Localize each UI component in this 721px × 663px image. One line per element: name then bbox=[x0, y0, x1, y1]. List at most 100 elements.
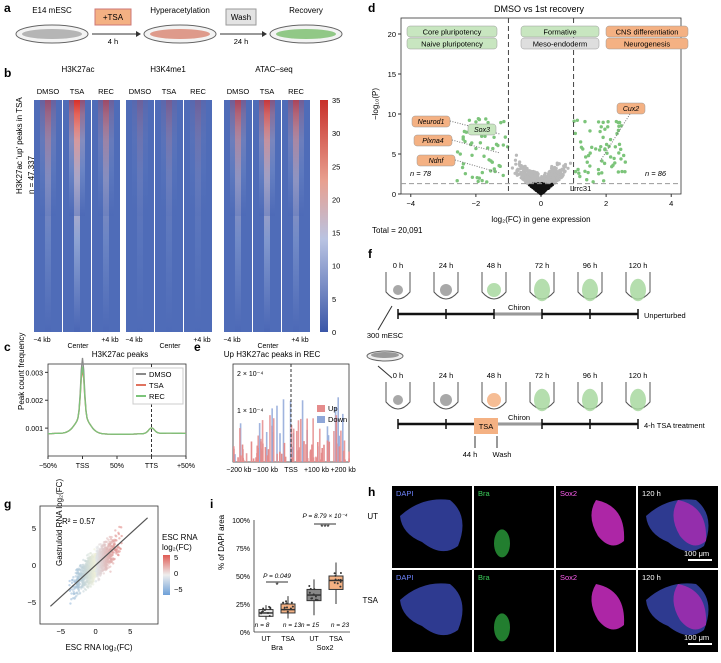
g-point bbox=[112, 543, 115, 546]
d-point bbox=[553, 172, 557, 177]
d-point bbox=[522, 178, 526, 182]
d-point-sig bbox=[455, 179, 459, 183]
g-point bbox=[99, 548, 102, 552]
d-point-sig bbox=[579, 145, 584, 149]
i-point bbox=[337, 579, 340, 582]
d-point bbox=[521, 167, 525, 171]
d-ytick: 15 bbox=[388, 70, 396, 79]
g-point bbox=[85, 564, 88, 567]
heatmap-xtick: −4 kb bbox=[33, 337, 50, 344]
dish2-label: Hyperacetylation bbox=[150, 6, 210, 15]
h-channel-label: Bra bbox=[478, 489, 491, 498]
d-point bbox=[514, 162, 518, 166]
d-title: DMSO vs 1st recovery bbox=[494, 4, 585, 14]
d-point-sig bbox=[616, 128, 621, 133]
g-point bbox=[90, 581, 93, 584]
wash-box-label: Wash bbox=[231, 13, 251, 22]
i-group-label: UT bbox=[261, 636, 271, 643]
g-point bbox=[116, 553, 120, 557]
d-point-sig bbox=[484, 117, 488, 121]
d-point bbox=[525, 181, 530, 185]
e-legend-label: Down bbox=[328, 415, 347, 424]
f-gastruloid bbox=[487, 283, 501, 297]
f-dish-cells bbox=[371, 352, 399, 358]
d-point-sig bbox=[619, 147, 623, 152]
d-point-sig bbox=[620, 169, 624, 174]
d-category-label: Neurogenesis bbox=[624, 40, 671, 49]
d-point bbox=[546, 180, 550, 184]
f-time-label: 48 h bbox=[487, 371, 502, 380]
d-point-sig bbox=[460, 165, 465, 170]
i-point bbox=[283, 606, 286, 609]
e-bar-up bbox=[267, 449, 270, 462]
panel-label-i: i bbox=[210, 497, 213, 511]
d-gene-box-sox3 bbox=[467, 123, 497, 136]
d-point-sig bbox=[588, 129, 592, 133]
i-point bbox=[291, 605, 294, 608]
f-gastruloid bbox=[630, 278, 646, 302]
f-time-label: 24 h bbox=[439, 261, 454, 270]
g-legend-bar bbox=[163, 555, 170, 595]
heatmap-col-label: REC bbox=[190, 87, 206, 96]
d-point-sig bbox=[601, 179, 606, 183]
i-point bbox=[333, 581, 336, 584]
d-point-sig bbox=[486, 146, 490, 150]
d-point-sig bbox=[497, 163, 501, 168]
d-xtick: −4 bbox=[406, 199, 415, 208]
d-point-sig bbox=[470, 175, 475, 179]
heatmap-xtick: −4 kb bbox=[223, 337, 240, 344]
g-point bbox=[105, 556, 108, 560]
f-start: 300 mESC bbox=[367, 331, 404, 340]
f-time-label: 0 h bbox=[393, 371, 403, 380]
d-point-sig bbox=[599, 125, 603, 129]
d-point-sig bbox=[593, 147, 598, 151]
d-point-sig bbox=[616, 120, 620, 125]
g-xtick: −5 bbox=[57, 627, 66, 636]
g-point bbox=[74, 585, 78, 589]
i-point bbox=[310, 597, 313, 600]
e-xtick: TSS bbox=[284, 467, 298, 474]
e-bar-up bbox=[280, 453, 283, 462]
g-point bbox=[100, 563, 103, 566]
d-ytick: 20 bbox=[388, 30, 396, 39]
i-stars: *** bbox=[320, 523, 329, 532]
heatmap-xtick: +4 kb bbox=[193, 337, 210, 344]
g-point bbox=[79, 564, 83, 567]
d-category-box bbox=[406, 25, 498, 38]
f-wash: Wash bbox=[493, 450, 512, 459]
d-point-sig bbox=[617, 151, 621, 155]
g-legend-title-2: log₂(FC) bbox=[162, 543, 192, 552]
i-point bbox=[262, 607, 265, 610]
g-point bbox=[86, 583, 89, 587]
d-point bbox=[530, 183, 535, 187]
g-point bbox=[110, 545, 114, 549]
g-point bbox=[97, 547, 101, 550]
f-label-top: Unperturbed bbox=[644, 311, 686, 320]
d-point-sig bbox=[591, 180, 595, 184]
h-bra-signal bbox=[494, 613, 510, 642]
d-point-sig bbox=[604, 142, 609, 147]
colorbar-tick: 0 bbox=[332, 328, 336, 337]
d-gene-label: Neurod1 bbox=[418, 119, 445, 126]
f-time-label: 0 h bbox=[393, 261, 403, 270]
d-point-sig bbox=[482, 154, 486, 158]
e-bar-up bbox=[299, 418, 302, 462]
i-point bbox=[285, 600, 288, 603]
e-bar-down bbox=[258, 423, 261, 462]
dish1-cells bbox=[22, 29, 82, 39]
f-tsa-box bbox=[474, 418, 498, 434]
panel-label-g: g bbox=[4, 497, 11, 511]
d-total: Total = 20,091 bbox=[372, 226, 423, 235]
g-point bbox=[109, 557, 112, 561]
heatmap-xtick: −4 kb bbox=[125, 337, 142, 344]
g-point bbox=[83, 566, 86, 570]
g-point bbox=[91, 570, 95, 574]
e-bar-up bbox=[292, 428, 295, 462]
e-bar-up bbox=[261, 420, 264, 462]
g-point bbox=[68, 583, 71, 587]
e-bar-down bbox=[341, 413, 344, 462]
f-arrow-up bbox=[377, 305, 393, 331]
g-point bbox=[102, 564, 105, 568]
g-point bbox=[84, 588, 88, 592]
d-point-sig bbox=[480, 170, 485, 175]
